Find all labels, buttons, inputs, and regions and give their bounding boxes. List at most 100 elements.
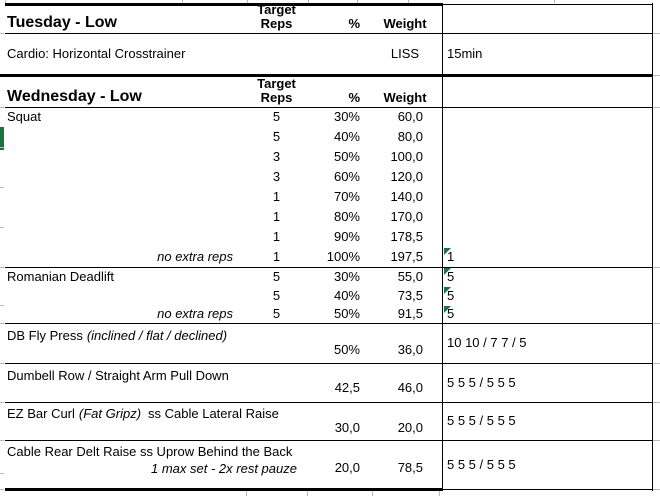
- weight-cell[interactable]: 100,0: [390, 149, 423, 164]
- pct-cell[interactable]: 90%: [333, 229, 360, 244]
- col-header-pct[interactable]: %: [348, 90, 360, 105]
- pct-cell[interactable]: 40%: [333, 129, 360, 144]
- pct-cell[interactable]: 40%: [333, 288, 360, 303]
- reps-cell[interactable]: 3: [272, 149, 281, 164]
- col-header-target-reps[interactable]: Target Reps: [257, 76, 296, 105]
- reps-cell[interactable]: 5: [272, 288, 281, 303]
- weight-cell[interactable]: LISS: [390, 46, 420, 61]
- pct-cell[interactable]: 20,0: [334, 460, 360, 475]
- weight-cell[interactable]: 197,5: [390, 249, 423, 264]
- comment-cell[interactable]: 10 10 / 7 7 / 5: [447, 335, 527, 350]
- reps-cell[interactable]: 5: [272, 129, 281, 144]
- note-cell[interactable]: no extra reps: [157, 306, 233, 321]
- gridline-stub: [0, 440, 4, 441]
- exercise-name-cell[interactable]: DB Fly Press (inclined / flat / declined): [7, 328, 227, 343]
- reps-cell[interactable]: 5: [272, 109, 281, 124]
- weight-cell[interactable]: 55,0: [397, 269, 423, 284]
- weight-cell[interactable]: 60,0: [397, 109, 423, 124]
- exercise-name-cell[interactable]: Squat: [7, 109, 41, 124]
- pct-cell[interactable]: 60%: [333, 169, 360, 184]
- reps-cell[interactable]: 5: [272, 306, 281, 321]
- weight-cell[interactable]: 140,0: [390, 189, 423, 204]
- exercise-name-cell[interactable]: Dumbell Row / Straight Arm Pull Down: [7, 368, 229, 383]
- exercise-row-ez-bar-curl: EZ Bar Curl (Fat Gripz) ss Cable Lateral R…: [5, 402, 653, 440]
- gridline-stub: [0, 489, 4, 490]
- comment-cell[interactable]: 5 5 5 / 5 5 5: [447, 413, 516, 428]
- exercise-subnote-cell[interactable]: 1 max set - 2x rest pauze: [151, 461, 297, 476]
- gridline-stub: [308, 0, 309, 3]
- weight-cell[interactable]: 120,0: [390, 169, 423, 184]
- exercise-name-italic: (inclined / flat / declined): [86, 328, 228, 343]
- day-title-cell-wednesday[interactable]: Wednesday - Low: [7, 88, 142, 105]
- tuesday-header-row: Tuesday - Low Target Reps % Weight: [5, 2, 653, 33]
- reps-cell[interactable]: 5: [272, 269, 281, 284]
- reps-cell[interactable]: 1: [272, 189, 281, 204]
- pct-cell[interactable]: 30,0: [334, 420, 360, 435]
- weight-cell[interactable]: 20,0: [397, 420, 423, 435]
- weight-cell[interactable]: 80,0: [397, 129, 423, 144]
- gridline-stub: [247, 0, 248, 3]
- comment-cell[interactable]: 5: [447, 288, 455, 303]
- row-border: [5, 107, 653, 108]
- pct-cell[interactable]: 80%: [333, 209, 360, 224]
- squat-row: Squat 5 30% 60,0: [5, 107, 653, 127]
- col-header-weight[interactable]: Weight: [383, 90, 427, 105]
- weight-cell[interactable]: 73,5: [397, 288, 423, 303]
- comment-col-left-border: [442, 3, 443, 491]
- exercise-name-cell[interactable]: EZ Bar Curl (Fat Gripz) ss Cable Lateral R…: [7, 406, 279, 421]
- gridline-stub: [372, 491, 373, 496]
- pct-cell[interactable]: 50%: [333, 306, 360, 321]
- exercise-name-cell[interactable]: Cable Rear Delt Raise ss Uprow Behind th…: [7, 444, 293, 459]
- pct-cell[interactable]: 100%: [326, 249, 360, 264]
- weight-cell[interactable]: 46,0: [397, 380, 423, 395]
- pct-cell[interactable]: 30%: [333, 109, 360, 124]
- col-header-pct[interactable]: %: [348, 16, 360, 31]
- gridline-stub: [653, 323, 660, 324]
- gridline-stub: [0, 363, 4, 364]
- comment-cell[interactable]: 5: [447, 306, 455, 321]
- pct-cell[interactable]: 70%: [333, 189, 360, 204]
- exercise-name-suffix: ss Cable Lateral Raise: [148, 406, 279, 421]
- reps-cell[interactable]: 1: [272, 209, 281, 224]
- pct-cell[interactable]: 42,5: [334, 380, 360, 395]
- squat-row: 3 50% 100,0: [5, 147, 653, 167]
- comment-cell[interactable]: 5 5 5 / 5 5 5: [447, 375, 516, 390]
- row-border: [5, 267, 653, 268]
- weight-cell[interactable]: 170,0: [390, 209, 423, 224]
- reps-cell[interactable]: 1: [272, 249, 281, 264]
- squat-row: no extra reps 1 100% 197,5 1: [5, 247, 653, 267]
- gridline-stub: [5, 0, 6, 3]
- gridline-stub: [653, 440, 660, 441]
- weight-cell[interactable]: 91,5: [397, 306, 423, 321]
- day-title-cell-tuesday[interactable]: Tuesday - Low: [7, 14, 117, 31]
- weight-cell[interactable]: 178,5: [390, 229, 423, 244]
- squat-row: 5 40% 80,0: [5, 127, 653, 147]
- reps-cell[interactable]: 3: [272, 169, 281, 184]
- weight-cell[interactable]: 78,5: [397, 460, 423, 475]
- gridline-stub: [0, 147, 4, 148]
- exercise-name-cell[interactable]: Cardio: Horizontal Crosstrainer: [7, 46, 186, 61]
- comment-cell[interactable]: 15min: [447, 46, 483, 61]
- exercise-name-cell[interactable]: Romanian Deadlift: [7, 269, 114, 284]
- gridline-stub: [653, 489, 660, 490]
- comment-cell[interactable]: 5: [447, 269, 455, 284]
- gridline-stub: [0, 473, 4, 474]
- green-corner-flag-icon: [444, 287, 451, 294]
- gridline-stub: [0, 323, 4, 324]
- pct-cell[interactable]: 50%: [333, 149, 360, 164]
- reps-cell[interactable]: 1: [272, 229, 281, 244]
- comment-cell[interactable]: 5 5 5 / 5 5 5: [447, 457, 516, 472]
- squat-row: 1 80% 170,0: [5, 207, 653, 227]
- gridline-stub: [357, 0, 358, 3]
- exercise-name-text: DB Fly Press: [7, 328, 83, 343]
- col-header-target-reps[interactable]: Target Reps: [257, 2, 296, 31]
- green-corner-flag-icon: [444, 306, 451, 313]
- pct-cell[interactable]: 30%: [333, 269, 360, 284]
- comment-cell[interactable]: 1: [447, 249, 455, 264]
- note-cell[interactable]: no extra reps: [157, 249, 233, 264]
- wednesday-header-row: Wednesday - Low Target Reps % Weight: [5, 77, 653, 107]
- col-header-weight[interactable]: Weight: [383, 16, 427, 31]
- weight-cell[interactable]: 36,0: [397, 342, 423, 357]
- pct-cell[interactable]: 50%: [333, 342, 360, 357]
- green-corner-flag-icon: [444, 248, 451, 255]
